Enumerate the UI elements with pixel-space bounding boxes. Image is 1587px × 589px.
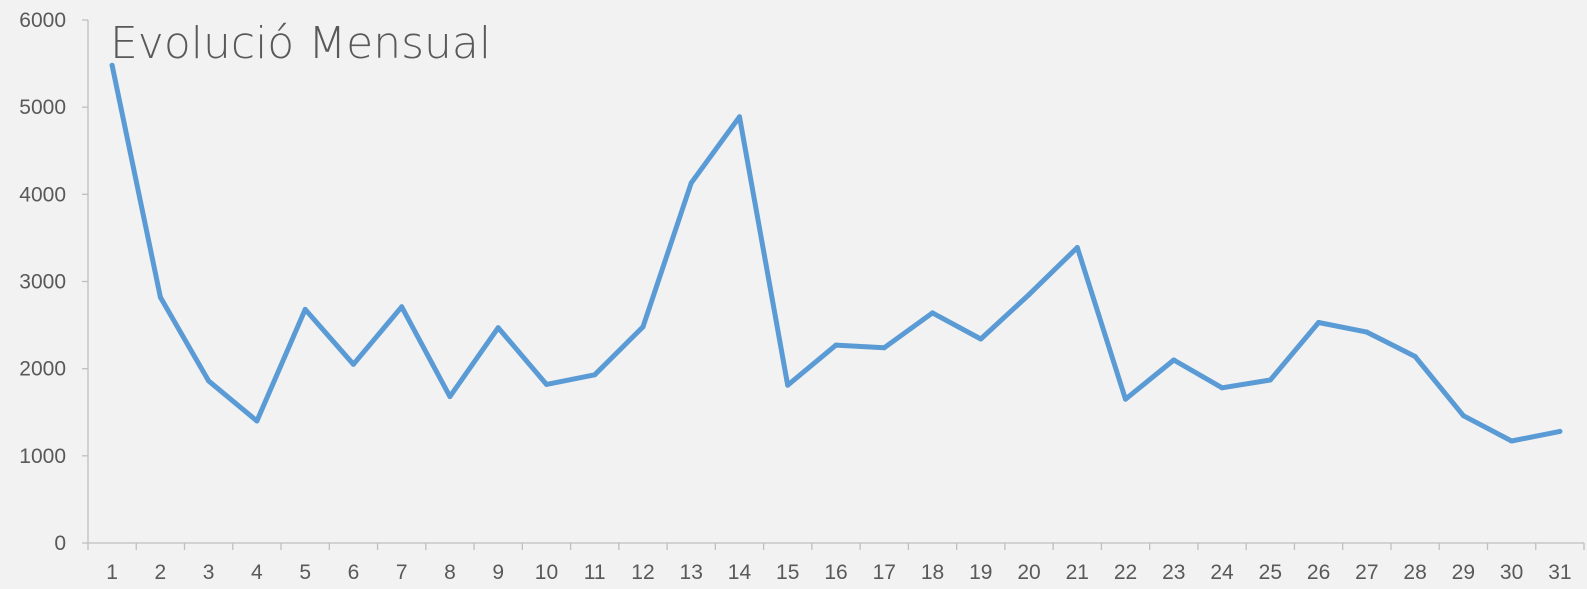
data-point: [930, 310, 936, 316]
series: [109, 62, 1563, 444]
data-point: [1509, 438, 1515, 444]
data-point: [157, 294, 163, 300]
data-point: [736, 114, 742, 120]
x-tick-label: 6: [348, 561, 360, 584]
x-tick-label: 22: [1114, 561, 1137, 584]
x-tick-label: 29: [1452, 561, 1475, 584]
x-tick-label: 9: [492, 561, 504, 584]
data-point: [543, 381, 549, 387]
x-tick-label: 27: [1355, 561, 1378, 584]
x-tick-label: 30: [1500, 561, 1523, 584]
data-point: [785, 382, 791, 388]
data-point: [688, 180, 694, 186]
y-tick-label: 4000: [19, 183, 66, 206]
y-tick-label: 3000: [19, 271, 66, 294]
data-point: [881, 345, 887, 351]
data-point: [1364, 329, 1370, 335]
data-point: [495, 325, 501, 331]
chart-title: Evolució Mensual: [110, 18, 491, 69]
data-point: [1219, 385, 1225, 391]
x-tick-label: 21: [1066, 561, 1089, 584]
x-tick-label: 28: [1403, 561, 1426, 584]
data-point: [1074, 245, 1080, 251]
axes: [82, 19, 1585, 550]
x-tick-label: 7: [396, 561, 408, 584]
data-point: [447, 394, 453, 400]
data-point: [1412, 353, 1418, 359]
x-tick-label: 13: [680, 561, 703, 584]
x-tick-label: 15: [776, 561, 799, 584]
data-point: [350, 361, 356, 367]
x-tick-label: 12: [631, 561, 654, 584]
y-tick-label: 1000: [19, 445, 66, 468]
data-point: [1267, 377, 1273, 383]
data-point: [833, 342, 839, 348]
x-tick-label: 20: [1017, 561, 1040, 584]
x-tick-label: 4: [251, 561, 263, 584]
x-tick-label: 3: [203, 561, 215, 584]
x-tick-label: 11: [584, 561, 606, 584]
y-tick-label: 2000: [19, 358, 66, 381]
data-point: [399, 304, 405, 310]
data-point: [592, 372, 598, 378]
data-point: [206, 378, 212, 384]
x-tick-label: 31: [1548, 561, 1571, 584]
data-point: [109, 62, 115, 68]
x-tick-label: 14: [728, 561, 752, 584]
data-point: [254, 418, 260, 424]
data-point: [640, 324, 646, 330]
x-tick-label: 18: [921, 561, 944, 584]
x-tick-label: 1: [106, 561, 118, 584]
x-tick-label: 25: [1259, 561, 1282, 584]
data-point: [978, 336, 984, 342]
x-tick-label: 10: [535, 561, 558, 584]
data-point: [1557, 428, 1563, 434]
data-point: [1026, 292, 1032, 298]
y-tick-label: 6000: [19, 9, 66, 32]
x-tick-label: 16: [824, 561, 847, 584]
x-tick-label: 5: [299, 561, 311, 584]
x-tick-label: 2: [155, 561, 167, 584]
x-tick-label: 17: [873, 561, 896, 584]
data-point: [302, 306, 308, 312]
data-point: [1316, 319, 1322, 325]
data-point: [1123, 396, 1129, 402]
x-tick-label: 23: [1162, 561, 1185, 584]
y-tick-label: 0: [54, 532, 66, 555]
x-tick-label: 8: [444, 561, 456, 584]
x-tick-label: 26: [1307, 561, 1330, 584]
y-tick-label: 5000: [19, 96, 66, 119]
x-tick-label: 19: [969, 561, 992, 584]
data-point: [1460, 413, 1466, 419]
data-point: [1171, 357, 1177, 363]
x-tick-label: 24: [1210, 561, 1234, 584]
